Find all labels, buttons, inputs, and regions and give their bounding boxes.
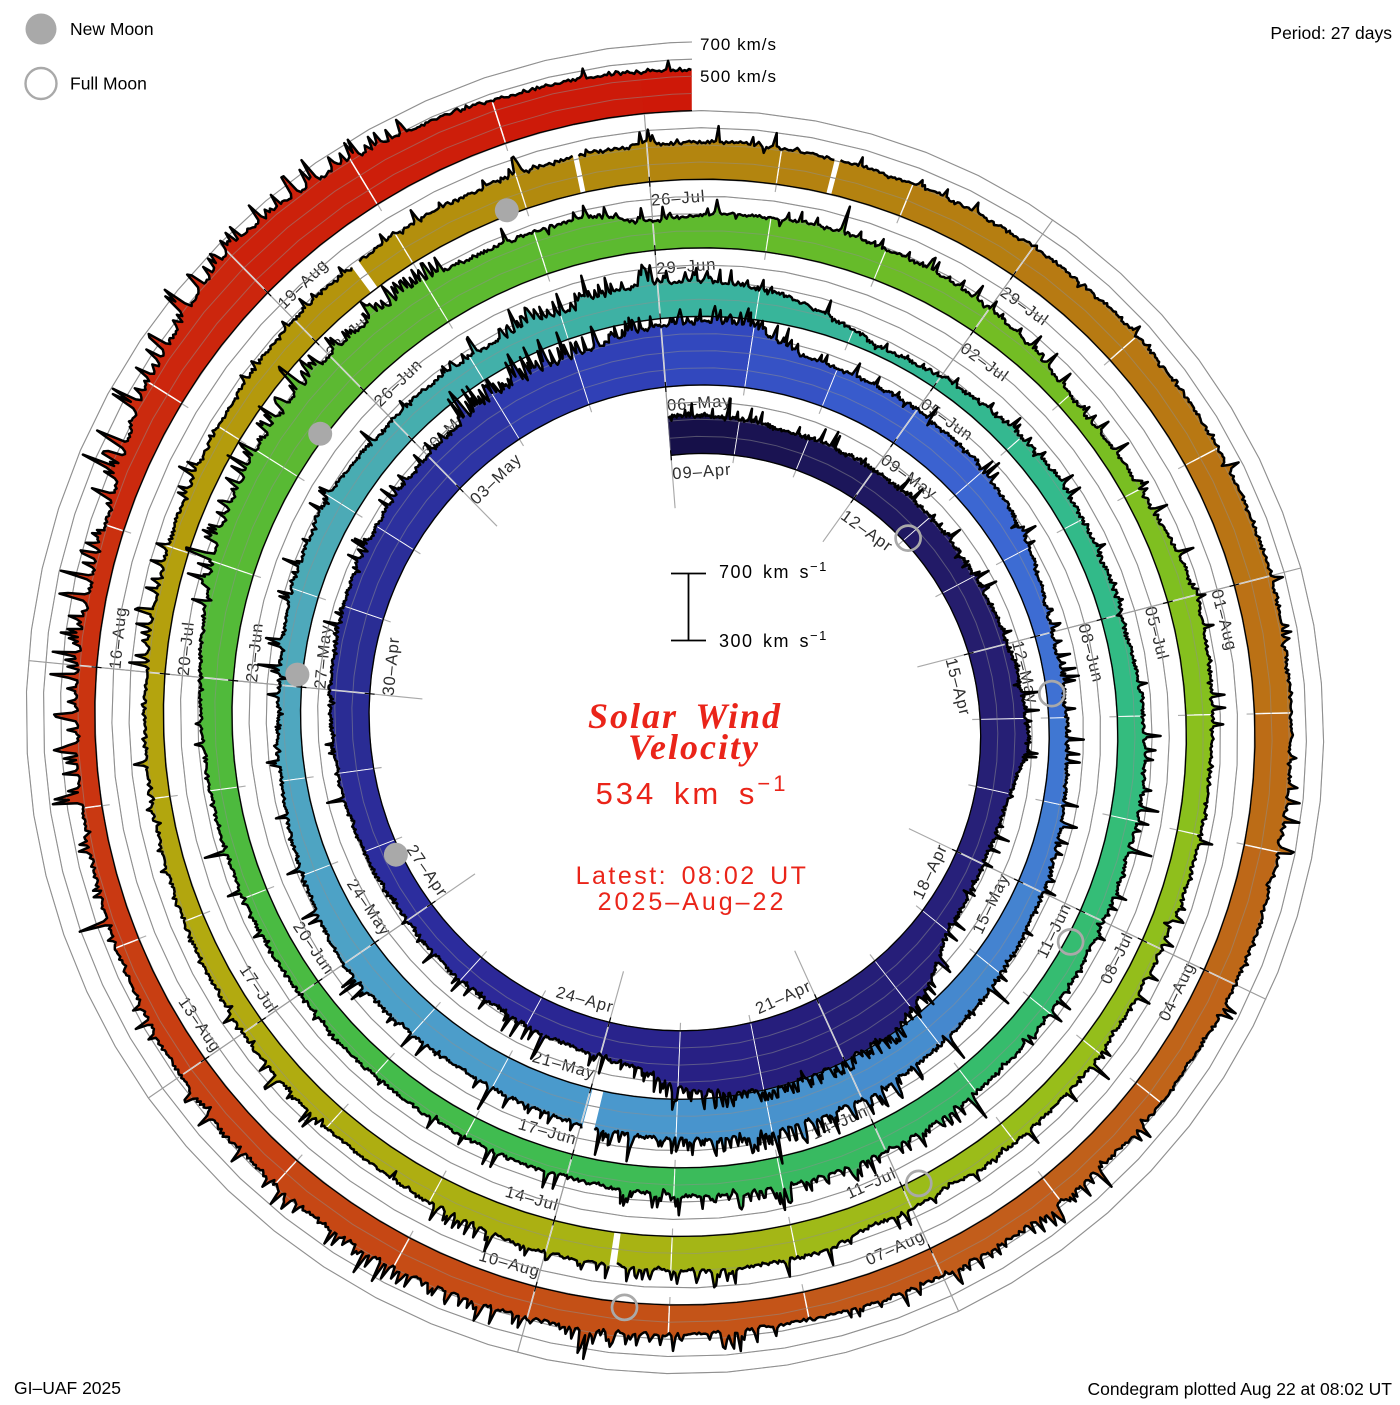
svg-text:Velocity: Velocity: [628, 727, 760, 767]
svg-text:Full Moon: Full Moon: [70, 74, 147, 94]
svg-text:New Moon: New Moon: [70, 19, 154, 39]
svg-text:GI–UAF 2025: GI–UAF 2025: [14, 1378, 121, 1398]
svg-text:500 km/s: 500 km/s: [700, 67, 777, 86]
svg-text:Latest: 08:02 UT: Latest: 08:02 UT: [576, 862, 809, 890]
svg-text:700 km/s: 700 km/s: [700, 35, 777, 54]
svg-text:Period: 27 days: Period: 27 days: [1270, 23, 1392, 43]
svg-text:Condegram plotted Aug 22 at 08: Condegram plotted Aug 22 at 08:02 UT: [1087, 1379, 1392, 1399]
svg-text:2025–Aug–22: 2025–Aug–22: [598, 888, 787, 916]
